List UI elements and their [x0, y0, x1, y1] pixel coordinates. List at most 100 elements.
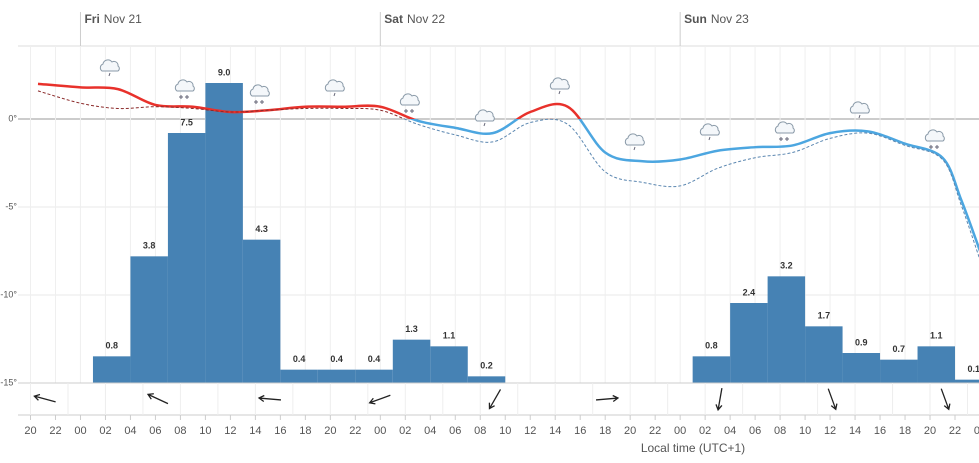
precip-label: 3.2 — [780, 261, 793, 271]
weather-icon — [549, 77, 570, 95]
labels: 0° -5° -10° -15° 20 22 00 02 04 06 08 10 12 14 16 18 20 2… — [0, 12, 979, 437]
precip-bar — [467, 376, 506, 383]
arrow — [595, 394, 620, 402]
weather-icon — [774, 121, 795, 141]
arrow — [368, 394, 391, 405]
day-name: Fri — [84, 12, 99, 26]
day-date: Nov 22 — [407, 12, 445, 26]
x-tick-label: 22 — [949, 425, 961, 437]
drop — [708, 136, 711, 141]
x-tick-label: 14 — [549, 425, 561, 437]
precip-bar — [392, 339, 431, 383]
precip-label: 3.8 — [143, 241, 156, 251]
precip-label: 9.0 — [218, 67, 231, 77]
snow — [929, 145, 939, 149]
arrow — [827, 388, 838, 411]
precip-label: 1.3 — [405, 324, 418, 334]
wind-arrow — [33, 393, 56, 403]
x-tick-label: 16 — [274, 425, 286, 437]
cloud — [174, 79, 195, 92]
precip-bar — [692, 356, 731, 383]
weather-icon — [624, 133, 645, 151]
wind-arrow — [488, 389, 502, 410]
x-tick-label: 02 — [699, 425, 711, 437]
drop — [633, 146, 636, 151]
weather-icon — [399, 93, 420, 113]
precip-label: 1.7 — [818, 311, 831, 321]
precip-bar — [280, 369, 318, 383]
precip-bar — [955, 379, 979, 383]
arrow — [146, 393, 169, 405]
snow — [254, 100, 264, 104]
x-tick-label: 10 — [199, 425, 211, 437]
weather-icon — [324, 79, 345, 97]
precip-bar — [355, 369, 393, 383]
wind-arrow — [595, 394, 620, 402]
drop — [558, 90, 561, 95]
x-tick-label: 02 — [99, 425, 111, 437]
x-tick-label: 04 — [424, 425, 436, 437]
precip-bar — [92, 356, 131, 383]
cloud — [399, 93, 420, 106]
x-tick-label: 12 — [524, 425, 536, 437]
x-tick-label: 08 — [474, 425, 486, 437]
day-date: Nov 23 — [711, 12, 749, 26]
precip-label: 0.7 — [893, 344, 906, 354]
precip-label: 2.4 — [743, 287, 756, 297]
x-tick-label: 12 — [224, 425, 236, 437]
x-tick-label: 18 — [599, 425, 611, 437]
x-tick-label: 22 — [649, 425, 661, 437]
cloud — [774, 121, 795, 134]
wind-arrow — [368, 394, 391, 405]
x-tick-label: 06 — [749, 425, 761, 437]
cloud — [624, 133, 645, 146]
weather-icon — [99, 59, 120, 77]
x-tick-label: 00 — [374, 425, 386, 437]
drop — [108, 72, 111, 77]
x-tick-label: 00 — [674, 425, 686, 437]
y-tick-label: 0° — [8, 113, 17, 123]
arrow — [488, 389, 502, 410]
precip-label: 0.2 — [480, 361, 493, 371]
x-tick-label: 20 — [624, 425, 636, 437]
cloud — [249, 84, 270, 97]
snow — [179, 95, 189, 99]
wind-arrow — [257, 394, 282, 402]
x-tick-label: 08 — [174, 425, 186, 437]
precip-label: 7.5 — [180, 117, 193, 127]
precip-label: 4.3 — [255, 224, 268, 234]
precip-bar — [130, 256, 168, 383]
precip-bar — [167, 133, 206, 383]
precip-bar — [880, 359, 918, 383]
x-tick-label: 10 — [799, 425, 811, 437]
x-tick-label: 20 — [24, 425, 36, 437]
x-tick-label: 12 — [824, 425, 836, 437]
x-tick-label: 20 — [324, 425, 336, 437]
x-tick-label: 06 — [149, 425, 161, 437]
arrow — [257, 394, 282, 402]
x-tick-label: 18 — [299, 425, 311, 437]
x-tick-label: 14 — [249, 425, 261, 437]
x-tick-label: 00 — [974, 425, 979, 437]
weather-icons — [99, 59, 945, 151]
precip-bar — [730, 303, 768, 383]
x-tick-label: 00 — [74, 425, 86, 437]
y-tick-label: -15° — [0, 377, 17, 387]
x-tick-label: 22 — [49, 425, 61, 437]
temperature-line — [37, 90, 979, 259]
precip-bar — [242, 239, 281, 383]
wind-arrow — [940, 388, 951, 411]
x-tick-label: 10 — [499, 425, 511, 437]
x-tick-label: 16 — [574, 425, 586, 437]
x-tick-label: 02 — [399, 425, 411, 437]
precip-label: 0.9 — [855, 337, 868, 347]
x-tick-label: 20 — [924, 425, 936, 437]
weather-icon — [249, 84, 270, 104]
day-name: Sun — [684, 12, 707, 26]
day-date: Nov 21 — [104, 12, 142, 26]
weather-icon — [174, 79, 195, 99]
arrow — [940, 388, 951, 411]
x-tick-label: 14 — [849, 425, 861, 437]
precip-bar — [317, 369, 356, 383]
